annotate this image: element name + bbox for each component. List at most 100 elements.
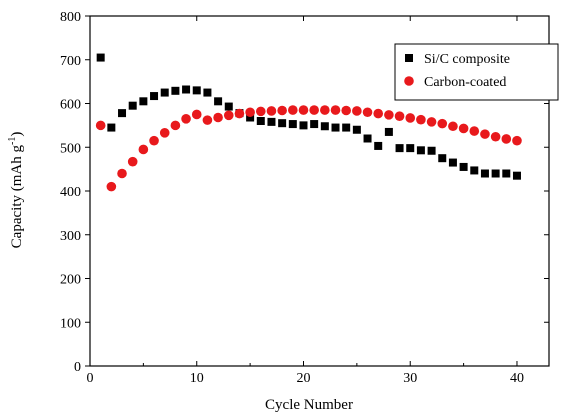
data-point [437,118,448,129]
data-point [288,105,298,115]
data-point [416,114,426,125]
data-point [288,120,297,129]
data-point [342,123,351,132]
data-point [171,86,180,95]
data-point [192,86,201,95]
data-point [106,181,117,192]
data-point [246,113,255,122]
x-tick-label: 20 [296,371,310,386]
data-point [213,112,223,123]
data-point [118,109,127,118]
y-axis-title: Capacity (mAh g-1) [7,132,25,249]
data-point [214,97,223,106]
data-point [362,107,373,118]
data-point [512,171,521,180]
y-tick-label: 0 [74,360,81,375]
data-point [480,129,490,139]
data-point [384,127,393,136]
data-point [266,106,277,116]
series-layer [95,53,522,192]
x-tick-label: 40 [510,371,524,386]
data-point [117,168,127,179]
y-tick-label: 300 [60,229,81,244]
data-point [202,115,213,125]
data-point [331,123,340,132]
data-point [384,110,394,120]
data-point [203,88,212,97]
data-point [278,119,287,128]
data-point [320,105,330,115]
data-point [491,169,500,178]
data-point [395,144,404,153]
data-point [416,146,425,155]
data-point [363,134,372,143]
series-si-c-composite [96,53,521,180]
data-point [255,106,266,117]
data-point [223,110,234,121]
data-point [267,117,276,126]
y-axis-title-close: ) [9,132,25,137]
data-point [224,102,233,111]
data-point [469,126,480,136]
data-point [426,117,437,127]
data-point [406,144,415,153]
data-point [182,85,191,94]
data-point [127,156,138,167]
data-point [512,135,522,146]
x-axis-ticks: 0 10 20 30 40 [87,16,524,386]
data-point [502,169,511,178]
data-point [139,97,148,106]
data-point [341,105,351,116]
data-point [299,121,308,130]
data-point [170,120,181,131]
data-point [159,128,170,138]
data-point [107,123,116,132]
data-point [149,135,159,146]
data-point [330,105,341,115]
data-point [256,117,265,125]
data-point [160,88,169,97]
y-axis-ticks: 0 100 200 300 400 500 600 700 800 [60,10,549,375]
data-point [95,120,106,131]
x-tick-label: 10 [190,371,204,386]
data-point [459,162,468,171]
data-point [427,146,436,155]
y-tick-label: 700 [60,54,81,69]
data-point [150,92,159,101]
y-tick-label: 500 [60,141,81,156]
legend-label-carbon-coated: Carbon-coated [424,75,506,90]
data-point [191,109,202,120]
data-point [448,121,458,132]
y-tick-label: 200 [60,273,81,288]
data-point [96,53,105,62]
legend-marker-carbon-coated [404,76,414,86]
data-point [181,114,191,124]
data-point [373,108,384,119]
data-point [128,101,137,110]
x-axis-title: Cycle Number [265,397,353,412]
data-point [234,108,245,119]
data-point [490,131,501,142]
y-tick-label: 400 [60,185,81,200]
data-point [374,141,383,150]
data-point [320,122,329,131]
legend: Si/C composite Carbon-coated [394,43,559,101]
data-point [405,113,416,123]
x-tick-label: 30 [403,371,417,386]
data-point [394,111,405,121]
y-tick-label: 600 [60,98,81,113]
legend-box [394,43,559,101]
legend-label-si-c: Si/C composite [424,52,510,67]
data-point [138,144,149,155]
series-carbon-coated [95,105,522,192]
data-point [470,166,479,175]
x-tick-label: 0 [87,371,94,386]
data-point [309,105,319,115]
data-point [448,158,457,167]
y-axis-title-superscript: -1 [7,137,18,145]
data-point [352,106,362,116]
data-point [480,169,489,178]
data-point [352,125,361,134]
